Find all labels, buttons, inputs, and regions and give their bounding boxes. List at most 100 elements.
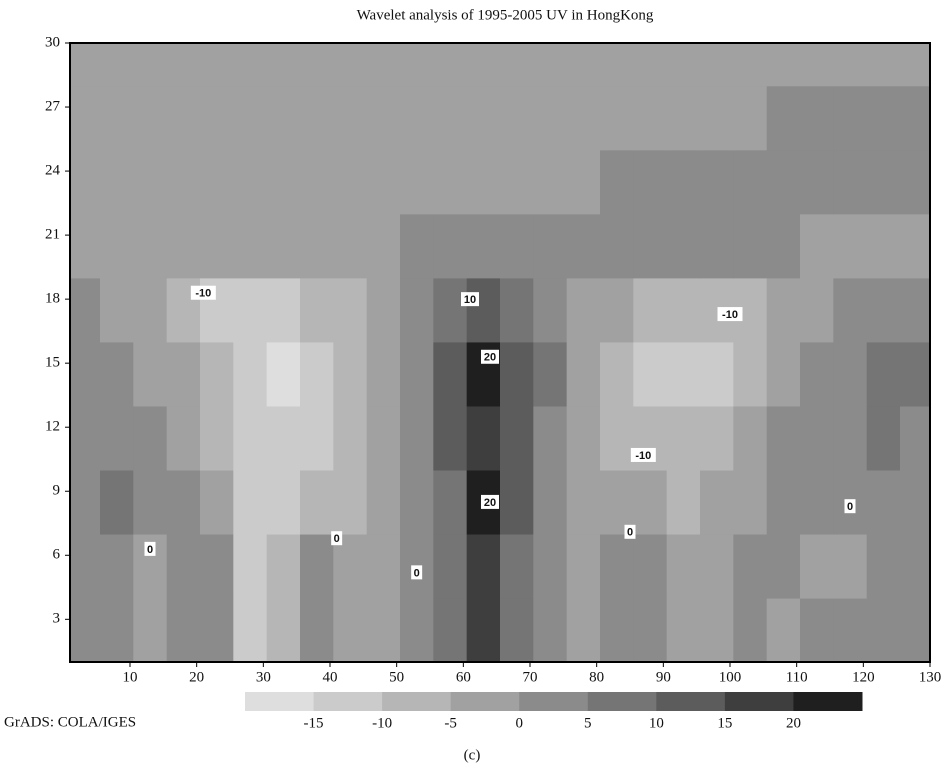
contour-cell xyxy=(466,533,501,599)
x-tick-label: 70 xyxy=(523,669,538,685)
contour-cell xyxy=(333,43,368,87)
contour-cell xyxy=(266,277,301,343)
contour-label: 0 xyxy=(414,567,420,579)
x-tick-label: 60 xyxy=(456,669,471,685)
contour-cell xyxy=(800,277,834,343)
contour-cell xyxy=(166,405,201,471)
contour-cell xyxy=(70,597,101,663)
contour-cell xyxy=(266,597,301,663)
contour-cell xyxy=(266,533,301,599)
contour-cell xyxy=(300,341,334,407)
contour-cell xyxy=(500,149,534,215)
contour-cell xyxy=(666,277,701,343)
x-tick-label: 20 xyxy=(189,669,204,685)
contour-cell xyxy=(600,43,634,87)
contour-cell xyxy=(466,405,501,471)
contour-cell xyxy=(200,597,234,663)
y-tick-label: 12 xyxy=(45,419,60,435)
contour-cell xyxy=(866,43,901,87)
contour-cell xyxy=(733,85,768,151)
contour-cell xyxy=(500,597,534,663)
contour-cell xyxy=(333,341,368,407)
contour-cell xyxy=(833,213,868,279)
contour-cell xyxy=(133,213,168,279)
contour-cell xyxy=(300,405,334,471)
colorbar-label: 0 xyxy=(515,715,523,731)
colorbar-swatch xyxy=(245,692,315,711)
contour-cell xyxy=(466,85,501,151)
contour-cell xyxy=(600,405,634,471)
contour-label: 0 xyxy=(147,544,153,556)
contour-label: 0 xyxy=(627,527,633,539)
contour-cell xyxy=(666,43,701,87)
contour-cell xyxy=(800,341,834,407)
contour-cell xyxy=(666,405,701,471)
colorbar-swatch xyxy=(656,692,726,711)
contour-cell xyxy=(600,469,634,535)
contour-cell xyxy=(100,469,134,535)
contour-cell xyxy=(433,85,468,151)
contour-cell xyxy=(233,405,268,471)
contour-cell xyxy=(266,341,301,407)
contour-cell xyxy=(500,213,534,279)
contour-cell xyxy=(566,597,601,663)
contour-cell xyxy=(70,341,101,407)
contour-cell xyxy=(566,213,601,279)
contour-cell xyxy=(600,533,634,599)
colorbar-label: -15 xyxy=(304,715,324,731)
contour-cell xyxy=(533,277,568,343)
contour-cell xyxy=(100,341,134,407)
contour-cell xyxy=(833,341,868,407)
contour-cell xyxy=(70,533,101,599)
contour-cell xyxy=(400,469,434,535)
contour-cell xyxy=(633,85,668,151)
contour-cell xyxy=(900,341,931,407)
contour-cell xyxy=(100,43,134,87)
contour-cell xyxy=(633,43,668,87)
contour-cell xyxy=(200,149,234,215)
contour-cell xyxy=(433,341,468,407)
contour-cell xyxy=(533,341,568,407)
contour-cell xyxy=(566,43,601,87)
contour-cell xyxy=(366,597,401,663)
contour-cell xyxy=(333,85,368,151)
contour-cell xyxy=(600,149,634,215)
x-tick-label: 130 xyxy=(919,669,942,685)
contour-cell xyxy=(733,405,768,471)
contour-label-bg xyxy=(844,499,856,514)
contour-cell xyxy=(300,213,334,279)
contour-cell xyxy=(500,43,534,87)
contour-cell xyxy=(133,277,168,343)
contour-cell xyxy=(866,277,901,343)
contour-cell xyxy=(366,405,401,471)
contour-cell xyxy=(70,405,101,471)
contour-cell xyxy=(733,149,768,215)
contour-cell xyxy=(766,405,801,471)
contour-cell xyxy=(866,597,901,663)
colorbar-label: 10 xyxy=(649,715,664,731)
y-tick-label: 3 xyxy=(53,611,61,627)
contour-cell xyxy=(100,85,134,151)
contour-cell xyxy=(866,213,901,279)
contour-cell xyxy=(800,469,834,535)
contour-cell xyxy=(533,405,568,471)
contour-cell xyxy=(533,149,568,215)
contour-cell xyxy=(100,277,134,343)
contour-cell xyxy=(800,85,834,151)
contour-cell xyxy=(200,469,234,535)
contour-cell xyxy=(500,277,534,343)
contour-cell xyxy=(100,405,134,471)
contour-cell xyxy=(766,85,801,151)
contour-cell xyxy=(866,469,901,535)
contour-cell xyxy=(200,85,234,151)
contour-cell xyxy=(366,277,401,343)
contour-cell xyxy=(900,597,931,663)
y-tick-label: 9 xyxy=(53,483,61,499)
contour-cell xyxy=(233,149,268,215)
contour-cell xyxy=(533,213,568,279)
colorbar-swatch xyxy=(587,692,657,711)
contour-cell xyxy=(166,469,201,535)
contour-cell xyxy=(700,341,734,407)
contour-cell xyxy=(633,469,668,535)
